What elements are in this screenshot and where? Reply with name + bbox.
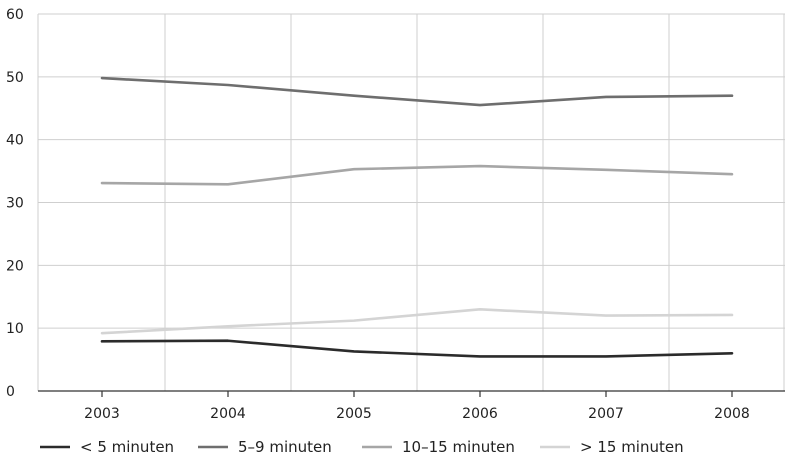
x-tick-label: 2006 — [462, 406, 498, 422]
x-tick-label: 2003 — [84, 406, 120, 422]
y-tick-label: 60 — [6, 7, 24, 23]
y-tick-label: 0 — [6, 384, 15, 400]
y-tick-label: 10 — [6, 321, 24, 337]
series-line-0 — [100, 339, 734, 358]
legend-label: 10–15 minuten — [402, 438, 515, 456]
x-tick-labels: 2003 2004 2005 2006 2007 2008 — [84, 406, 750, 422]
x-tick-label: 2008 — [714, 406, 750, 422]
series-line-2 — [100, 164, 734, 186]
x-tick-label: 2004 — [210, 406, 246, 422]
y-tick-labels: 0 10 20 30 40 50 60 — [6, 7, 24, 400]
x-tick-label: 2007 — [588, 406, 624, 422]
series-line-1 — [100, 76, 734, 107]
y-tick-label: 40 — [6, 133, 24, 149]
y-tick-label: 30 — [6, 196, 24, 212]
series-line-3 — [100, 308, 734, 335]
x-tick-label: 2005 — [336, 406, 372, 422]
legend-label: > 15 minuten — [580, 438, 684, 456]
y-tick-label: 50 — [6, 70, 24, 86]
y-tick-label: 20 — [6, 258, 24, 274]
series-lines — [100, 76, 734, 358]
grid — [37, 13, 785, 391]
legend-label: < 5 minuten — [80, 438, 174, 456]
legend-label: 5–9 minuten — [238, 438, 332, 456]
axes — [38, 390, 785, 397]
legend: < 5 minuten 5–9 minuten 10–15 minuten > 15 … — [40, 438, 684, 456]
